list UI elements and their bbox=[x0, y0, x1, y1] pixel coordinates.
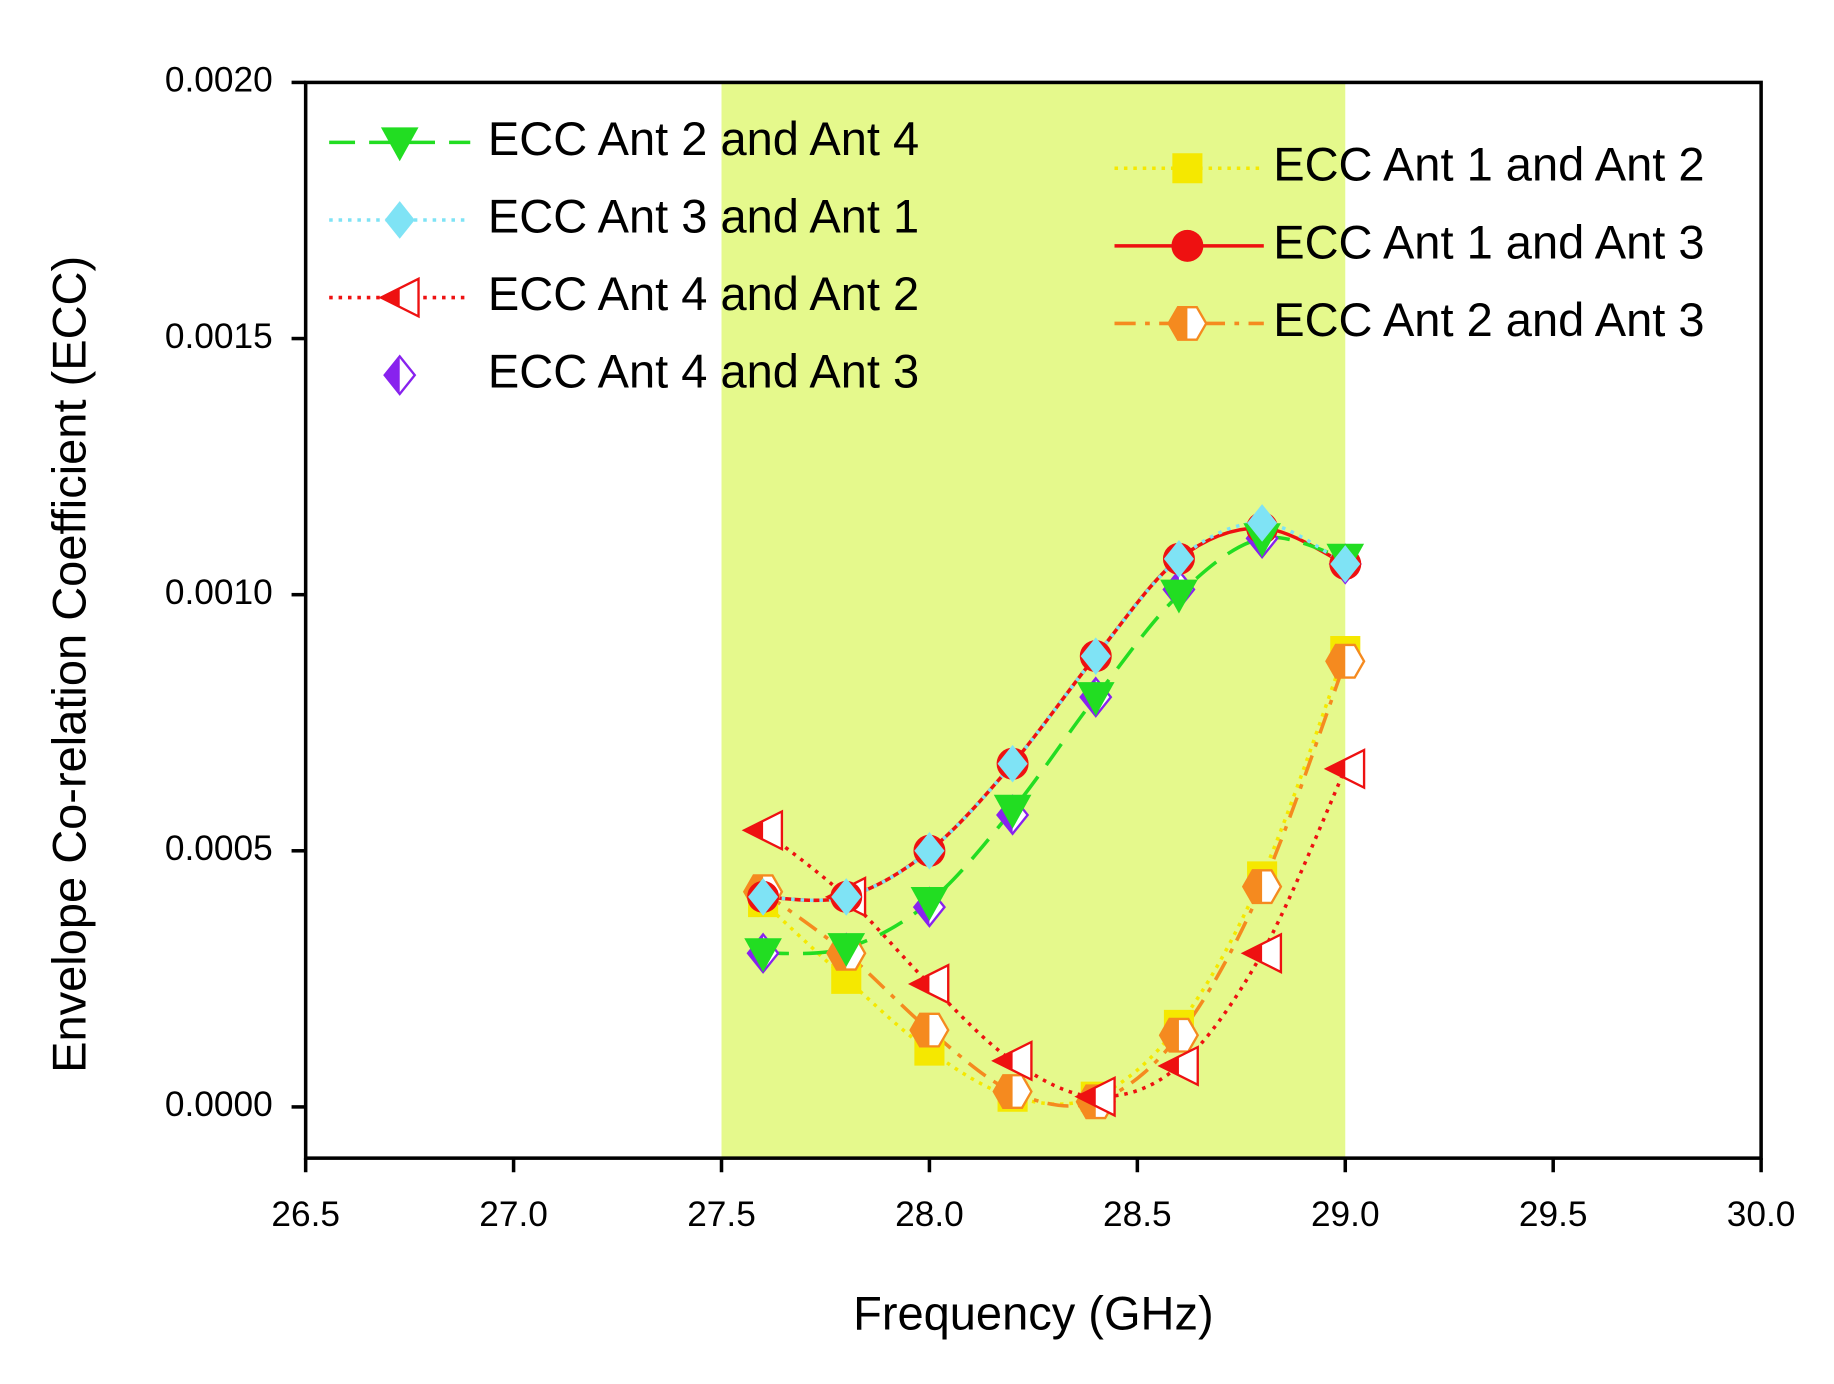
x-tick-label: 29.0 bbox=[1311, 1195, 1380, 1234]
marker-half bbox=[1160, 1056, 1179, 1076]
legend-marker bbox=[380, 127, 419, 162]
x-tick-label: 28.5 bbox=[1103, 1195, 1172, 1234]
marker-shape bbox=[1247, 504, 1278, 542]
marker bbox=[1157, 1045, 1199, 1087]
marker bbox=[909, 1012, 950, 1048]
marker bbox=[993, 794, 1032, 829]
legend-marker bbox=[383, 354, 417, 396]
marker-shape bbox=[1172, 153, 1203, 184]
marker-half bbox=[993, 1051, 1013, 1071]
marker-half bbox=[380, 288, 400, 307]
marker bbox=[992, 1074, 1033, 1110]
series-line bbox=[762, 535, 1346, 956]
y-axis-label: Envelope Co-relation Coefficient (ECC) bbox=[42, 256, 95, 1073]
marker bbox=[914, 831, 945, 870]
marker-shape bbox=[1171, 229, 1204, 262]
x-tick-label: 29.5 bbox=[1519, 1195, 1588, 1234]
marker-shape bbox=[380, 127, 419, 162]
marker-shape bbox=[384, 201, 415, 239]
y-tick-label: 0.0020 bbox=[165, 61, 273, 100]
marker bbox=[907, 963, 950, 1005]
marker-half bbox=[910, 974, 930, 994]
marker-shape bbox=[910, 886, 949, 921]
marker-shape bbox=[831, 963, 862, 994]
marker bbox=[1330, 545, 1361, 583]
x-axis-label: Frequency (GHz) bbox=[853, 1286, 1214, 1339]
marker-half bbox=[1168, 307, 1188, 340]
x-tick-label: 27.5 bbox=[687, 1195, 756, 1234]
marker bbox=[991, 1040, 1033, 1082]
marker-half bbox=[910, 1013, 930, 1047]
marker bbox=[1325, 643, 1366, 679]
marker bbox=[910, 886, 949, 921]
marker-half bbox=[1243, 943, 1263, 963]
marker-half bbox=[1076, 1087, 1096, 1107]
marker-shape bbox=[993, 794, 1032, 829]
legend-marker bbox=[1167, 305, 1208, 341]
marker bbox=[1158, 1017, 1200, 1053]
x-tick-label: 27.0 bbox=[479, 1195, 548, 1234]
x-tick-label: 28.0 bbox=[895, 1195, 964, 1234]
x-tick-label: 30.0 bbox=[1727, 1195, 1796, 1234]
marker-half bbox=[744, 820, 764, 840]
marker bbox=[1323, 748, 1366, 790]
y-tick-label: 0.0000 bbox=[165, 1085, 273, 1124]
plot-frame bbox=[303, 80, 1763, 1160]
marker-shape bbox=[744, 938, 782, 973]
marker-shape bbox=[1330, 545, 1361, 583]
marker-half bbox=[1326, 644, 1346, 678]
marker-shape bbox=[1157, 1045, 1199, 1087]
marker-half bbox=[993, 1075, 1013, 1108]
marker-half bbox=[1326, 759, 1346, 779]
marker bbox=[744, 938, 782, 973]
legend-label: ECC Ant 4 and Ant 2 bbox=[488, 267, 919, 320]
marker-shape bbox=[827, 933, 866, 967]
legend-label: ECC Ant 2 and Ant 3 bbox=[1273, 293, 1704, 346]
shaded-region bbox=[721, 82, 1346, 1159]
legend-marker bbox=[1172, 153, 1203, 184]
legend-label: ECC Ant 2 and Ant 4 bbox=[488, 112, 919, 165]
marker bbox=[748, 878, 779, 916]
legend-label: ECC Ant 3 and Ant 1 bbox=[488, 189, 919, 242]
legend-label: ECC Ant 1 and Ant 3 bbox=[1273, 215, 1704, 268]
marker bbox=[741, 809, 784, 852]
marker-half bbox=[384, 356, 400, 394]
marker-shape bbox=[748, 878, 779, 916]
marker bbox=[831, 963, 862, 994]
marker-shape bbox=[831, 878, 862, 916]
x-tick-label: 26.5 bbox=[271, 1195, 340, 1234]
legend-marker bbox=[384, 201, 415, 239]
marker-shape bbox=[1160, 579, 1198, 614]
marker bbox=[1160, 579, 1198, 614]
legend-label: ECC Ant 1 and Ant 2 bbox=[1273, 138, 1704, 191]
marker-shape bbox=[914, 831, 945, 870]
legend-marker bbox=[1171, 229, 1204, 262]
marker-shape bbox=[1076, 682, 1115, 716]
legend-marker bbox=[378, 276, 420, 319]
y-tick-label: 0.0015 bbox=[165, 317, 273, 356]
marker bbox=[827, 933, 866, 967]
marker bbox=[831, 878, 862, 916]
marker-shape bbox=[1074, 1075, 1116, 1118]
y-tick-label: 0.0005 bbox=[165, 829, 273, 868]
y-tick-label: 0.0010 bbox=[165, 573, 273, 612]
marker bbox=[1247, 504, 1278, 542]
legend-label: ECC Ant 4 and Ant 3 bbox=[488, 345, 919, 398]
marker bbox=[1241, 869, 1283, 905]
marker bbox=[1074, 1075, 1116, 1118]
marker-half bbox=[1243, 870, 1263, 903]
marker bbox=[1076, 682, 1115, 716]
marker bbox=[1240, 932, 1283, 974]
